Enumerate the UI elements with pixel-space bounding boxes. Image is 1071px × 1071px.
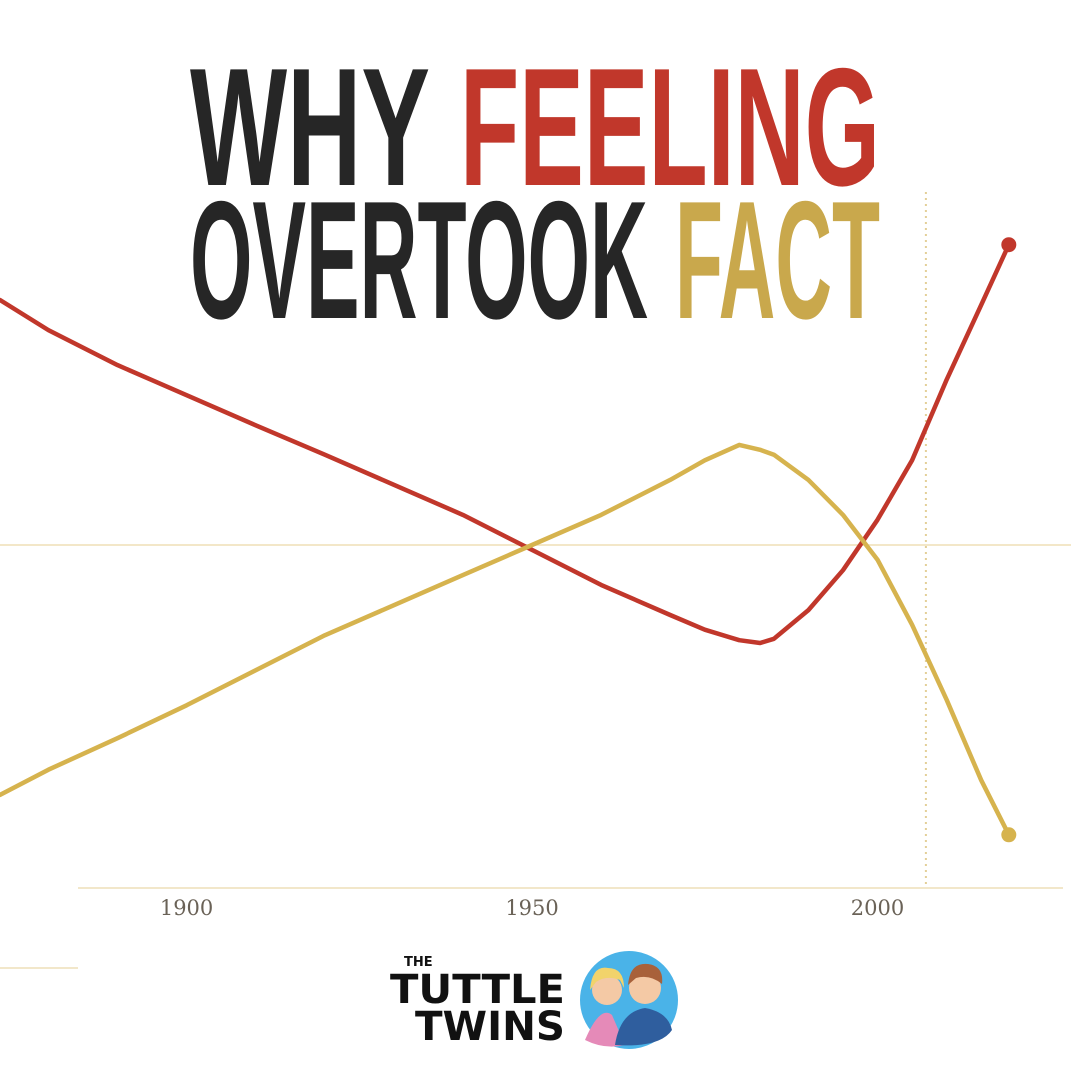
logo-text: TWINS bbox=[415, 1004, 565, 1050]
logo-figure bbox=[585, 1012, 625, 1047]
x-tick-label: 1950 bbox=[505, 896, 558, 920]
logo-text: TUTTLE bbox=[390, 967, 565, 1013]
title-word: OVERTOOK bbox=[190, 166, 648, 354]
end-point bbox=[1001, 827, 1017, 843]
logo-figure bbox=[629, 972, 661, 1004]
logo-text: THE bbox=[404, 955, 433, 970]
plot: 1900 1950 2000 bbox=[0, 192, 1071, 920]
data-line bbox=[0, 442, 1012, 838]
logo-figure bbox=[590, 967, 624, 990]
data-line bbox=[0, 242, 1012, 646]
logo-figure bbox=[628, 963, 663, 985]
title-word: WHY bbox=[190, 33, 430, 221]
title-word: FACT bbox=[675, 166, 880, 354]
x-tick-label: 1900 bbox=[160, 896, 213, 920]
logo-figure bbox=[592, 975, 622, 1005]
end-point bbox=[1001, 237, 1017, 253]
x-tick-label: 2000 bbox=[851, 896, 904, 920]
title-word: FEELING bbox=[460, 33, 880, 221]
logo-figure bbox=[615, 1008, 672, 1046]
logo: THE TUTTLE TWINS bbox=[390, 949, 680, 1051]
